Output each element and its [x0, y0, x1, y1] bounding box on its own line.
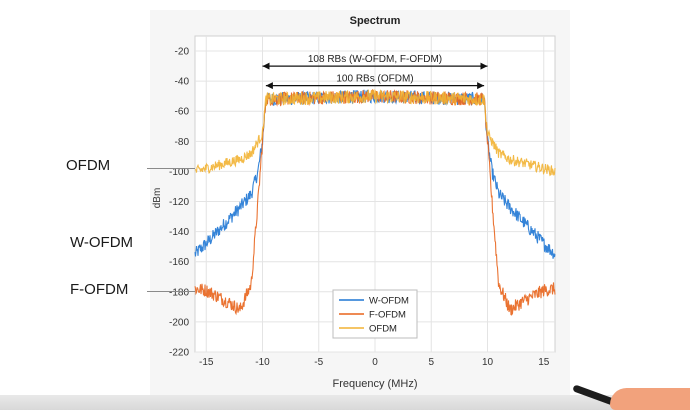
y-tick-label: -120 [169, 197, 189, 208]
x-tick-label: -10 [255, 357, 270, 368]
annotation-label: 100 RBs (OFDM) [336, 74, 413, 85]
y-tick-label: -220 [169, 348, 189, 359]
chart-title: Spectrum [350, 15, 401, 27]
y-axis-label: dBm [152, 188, 163, 209]
x-tick-label: -5 [314, 357, 323, 368]
y-tick-label: -60 [175, 107, 190, 118]
fofdm-side-label: F-OFDM [70, 281, 129, 298]
hand-image [610, 388, 690, 410]
y-tick-label: -80 [175, 137, 190, 148]
annotation-label: 108 RBs (W-OFDM, F-OFDM) [308, 54, 442, 65]
x-tick-label: 15 [538, 357, 550, 368]
annotation-arrowhead-right [477, 82, 485, 90]
ofdm-side-label: OFDM [66, 157, 111, 174]
y-tick-label: -140 [169, 227, 189, 238]
y-tick-label: -40 [175, 77, 190, 88]
legend-label-ofdm: OFDM [369, 324, 397, 335]
legend-label-f-ofdm: F-OFDM [369, 310, 406, 321]
series-layer [194, 88, 556, 317]
x-tick-label: 10 [482, 357, 494, 368]
annotation-arrowhead-left [265, 82, 273, 90]
annotation-layer: 108 RBs (W-OFDM, F-OFDM) 100 RBs (OFDM) [262, 54, 488, 90]
y-tick-label: -180 [169, 287, 189, 298]
y-tick-label: -20 [175, 47, 190, 58]
x-axis-label: Frequency (MHz) [333, 378, 418, 390]
y-tick-label: -160 [169, 257, 189, 268]
tick-layer: -15 -10 -5 0 5 10 15 -20 -40 -60 -80 -100 -120 -140 -1… [169, 47, 550, 368]
ofdm-pointer-line [147, 168, 195, 169]
annotation-arrowhead-right [480, 62, 488, 70]
y-tick-label: -200 [169, 317, 189, 328]
fofdm-pointer-line [147, 291, 195, 292]
y-tick-label: -100 [169, 167, 189, 178]
annotation-arrowhead-left [262, 62, 270, 70]
legend-box [332, 289, 418, 339]
x-tick-label: 0 [372, 357, 378, 368]
wofdm-side-label: W-OFDM [70, 234, 134, 251]
bottom-shade [0, 395, 690, 410]
series-line-ofdm [194, 88, 556, 177]
x-tick-label: -15 [199, 357, 214, 368]
legend-label-w-ofdm: W-OFDM [369, 296, 409, 307]
x-tick-label: 5 [428, 357, 434, 368]
legend: W-OFDM F-OFDM OFDM [332, 289, 418, 339]
